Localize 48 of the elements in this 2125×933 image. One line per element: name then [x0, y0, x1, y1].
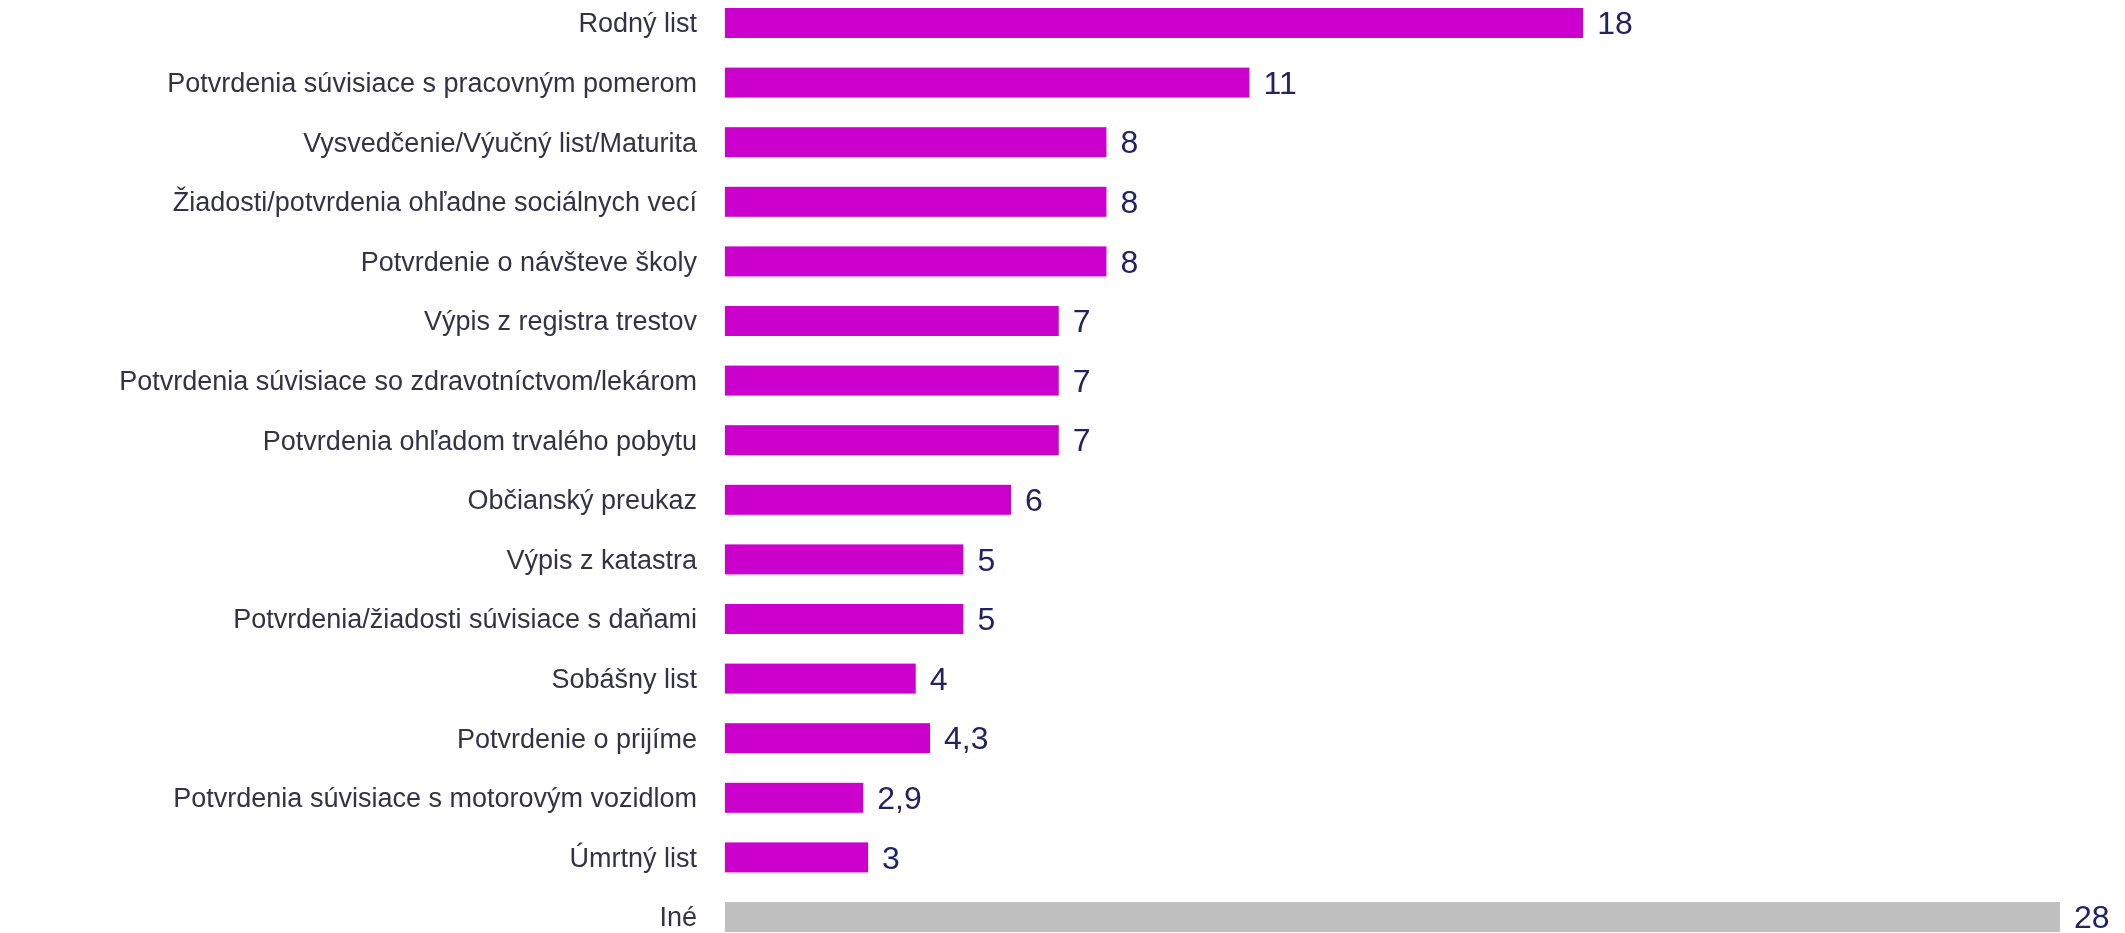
data-label: 7 — [1072, 422, 1091, 459]
bar — [725, 484, 1012, 515]
data-label: 28 — [2074, 899, 2110, 933]
data-label: 8 — [1120, 124, 1139, 161]
bar — [725, 67, 1250, 98]
data-label: 2,9 — [877, 780, 922, 816]
y-tick-label: Potvrdenia ohľadom trvalého pobytu — [262, 425, 697, 456]
data-label: 7 — [1072, 362, 1091, 399]
y-tick-label: Potvrdenia súvisiace s motorovým vozidlom — [173, 783, 697, 814]
y-tick-label: Výpis z registra trestov — [423, 306, 698, 337]
y-tick-label: Žiadosti/potvrdenia ohľadne sociálnych vecí — [172, 186, 698, 218]
data-label: 8 — [1120, 243, 1139, 280]
data-label: 18 — [1597, 5, 1633, 42]
data-label: 7 — [1072, 303, 1091, 340]
bar — [725, 306, 1059, 336]
data-label: 3 — [882, 839, 900, 876]
y-tick-label: Potvrdenia súvisiace s pracovným pomerom — [167, 68, 697, 99]
bar — [725, 902, 2060, 932]
y-tick-label: Potvrdenie o návšteve školy — [360, 246, 698, 277]
bar — [725, 8, 1584, 38]
data-label: 6 — [1025, 482, 1043, 518]
bar — [725, 365, 1059, 396]
bar — [725, 246, 1107, 277]
bar — [725, 127, 1107, 158]
y-tick-label: Potvrdenia súvisiace so zdravotníctvom/lekárom — [119, 366, 697, 397]
data-label: 11 — [1263, 64, 1297, 101]
y-tick-label: Rodný list — [578, 8, 698, 39]
bar — [725, 186, 1107, 217]
y-tick-label: Úmrtný list — [569, 841, 698, 873]
data-label: 4 — [929, 660, 948, 697]
y-tick-label: Potvrdenia/žiadosti súvisiace s daňami — [233, 604, 697, 635]
bar — [725, 425, 1059, 456]
data-label: 5 — [977, 541, 996, 578]
data-label: 4,3 — [944, 720, 989, 757]
bar — [725, 842, 869, 873]
y-tick-label: Sobášny list — [551, 664, 698, 695]
bar — [725, 782, 864, 813]
y-tick-label: Občianský preukaz — [467, 485, 697, 516]
y-tick-label: Výpis z katastra — [506, 544, 698, 575]
y-tick-label: Potvrdenie o prijíme — [456, 723, 697, 754]
y-tick-label: Iné — [659, 902, 697, 933]
bar — [725, 663, 916, 694]
bar — [725, 723, 931, 754]
data-label: 5 — [977, 601, 996, 638]
bar — [725, 604, 964, 634]
y-tick-label: Vysvedčenie/Výučný list/Maturita — [303, 127, 698, 158]
data-label: 8 — [1120, 184, 1139, 220]
bar — [725, 544, 964, 575]
